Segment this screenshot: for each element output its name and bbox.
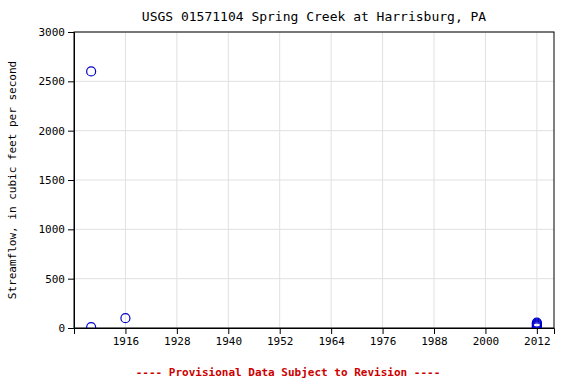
tick-label: 3000	[39, 26, 66, 39]
tick-label: 1952	[267, 335, 294, 348]
x-axis: 1916 1928 1940 1952 1964 1976 1988 2000 2012	[75, 328, 555, 348]
tick: 2000	[39, 125, 75, 138]
tick-label: 1928	[164, 335, 191, 348]
point	[532, 319, 541, 328]
tick-mark	[228, 328, 229, 334]
grid-line	[74, 278, 554, 279]
tick-mark	[537, 328, 538, 334]
tick-label: 1976	[370, 335, 397, 348]
plot-area: 1916 1928 1940 1952 1964 1976 1988 2000 2012 0 500…	[39, 26, 555, 348]
tick-mark	[68, 279, 74, 280]
tick-label: 0	[58, 322, 65, 335]
grid-line	[74, 229, 554, 230]
tick: 2012	[524, 328, 551, 348]
footer-note: ---- Provisional Data Subject to Revisio…	[136, 366, 441, 379]
tick: 500	[45, 273, 74, 286]
tick-mark	[177, 328, 178, 334]
title: USGS 01571104 Spring Creek at Harrisburg…	[142, 9, 487, 24]
tick: 1964	[318, 328, 345, 348]
tick: 1976	[370, 328, 397, 348]
grid-line	[74, 81, 554, 82]
grid-line	[74, 130, 554, 131]
tick-mark	[68, 180, 74, 181]
point	[532, 318, 541, 327]
tick: 2000	[473, 328, 500, 348]
tick-label: 1964	[318, 335, 345, 348]
y-axis-title: Streamflow, in cubic feet per second	[6, 61, 19, 299]
tick-mark	[125, 328, 126, 334]
tick-mark	[485, 328, 486, 334]
tick: 1940	[216, 328, 243, 348]
tick-mark	[331, 328, 332, 334]
tick: 1928	[164, 328, 191, 348]
tick-mark	[383, 328, 384, 334]
tick: 1988	[421, 328, 448, 348]
tick-label: 2000	[39, 125, 66, 138]
tick-mark	[434, 328, 435, 334]
tick: 1500	[39, 174, 75, 187]
tick: 0	[58, 322, 74, 335]
tick-mark	[280, 328, 281, 334]
point	[87, 67, 96, 76]
tick-label: 1916	[113, 335, 140, 348]
grid-line	[74, 180, 554, 181]
tick-label: 1500	[39, 174, 66, 187]
tick-label: 1988	[421, 335, 448, 348]
tick-mark	[68, 328, 74, 329]
tick: 3000	[39, 26, 75, 39]
tick: 1952	[267, 328, 294, 348]
y-axis: 0 500 1000 1500 2000 2500 3000	[39, 26, 75, 335]
tick-label: 500	[45, 273, 65, 286]
tick-mark	[68, 32, 74, 33]
point	[87, 323, 96, 328]
point	[121, 314, 130, 323]
tick-mark	[68, 229, 74, 230]
tick-label: 2000	[473, 335, 500, 348]
axis-line	[68, 33, 75, 329]
tick-label: 1000	[39, 223, 66, 236]
tick-mark	[68, 131, 74, 132]
tick-label: 2500	[39, 75, 66, 88]
grid	[74, 32, 554, 328]
tick: 1000	[39, 223, 75, 236]
tick: 1916	[113, 328, 140, 348]
points	[87, 67, 542, 328]
tick: 2500	[39, 75, 75, 88]
tick-label: 1940	[216, 335, 243, 348]
tick-mark	[68, 81, 74, 82]
plot-frame	[74, 32, 554, 328]
axis-line	[75, 329, 555, 335]
chart: 1916 1928 1940 1952 1964 1976 1988 2000 2012 0 500…	[0, 0, 576, 384]
tick-label: 2012	[524, 335, 551, 348]
